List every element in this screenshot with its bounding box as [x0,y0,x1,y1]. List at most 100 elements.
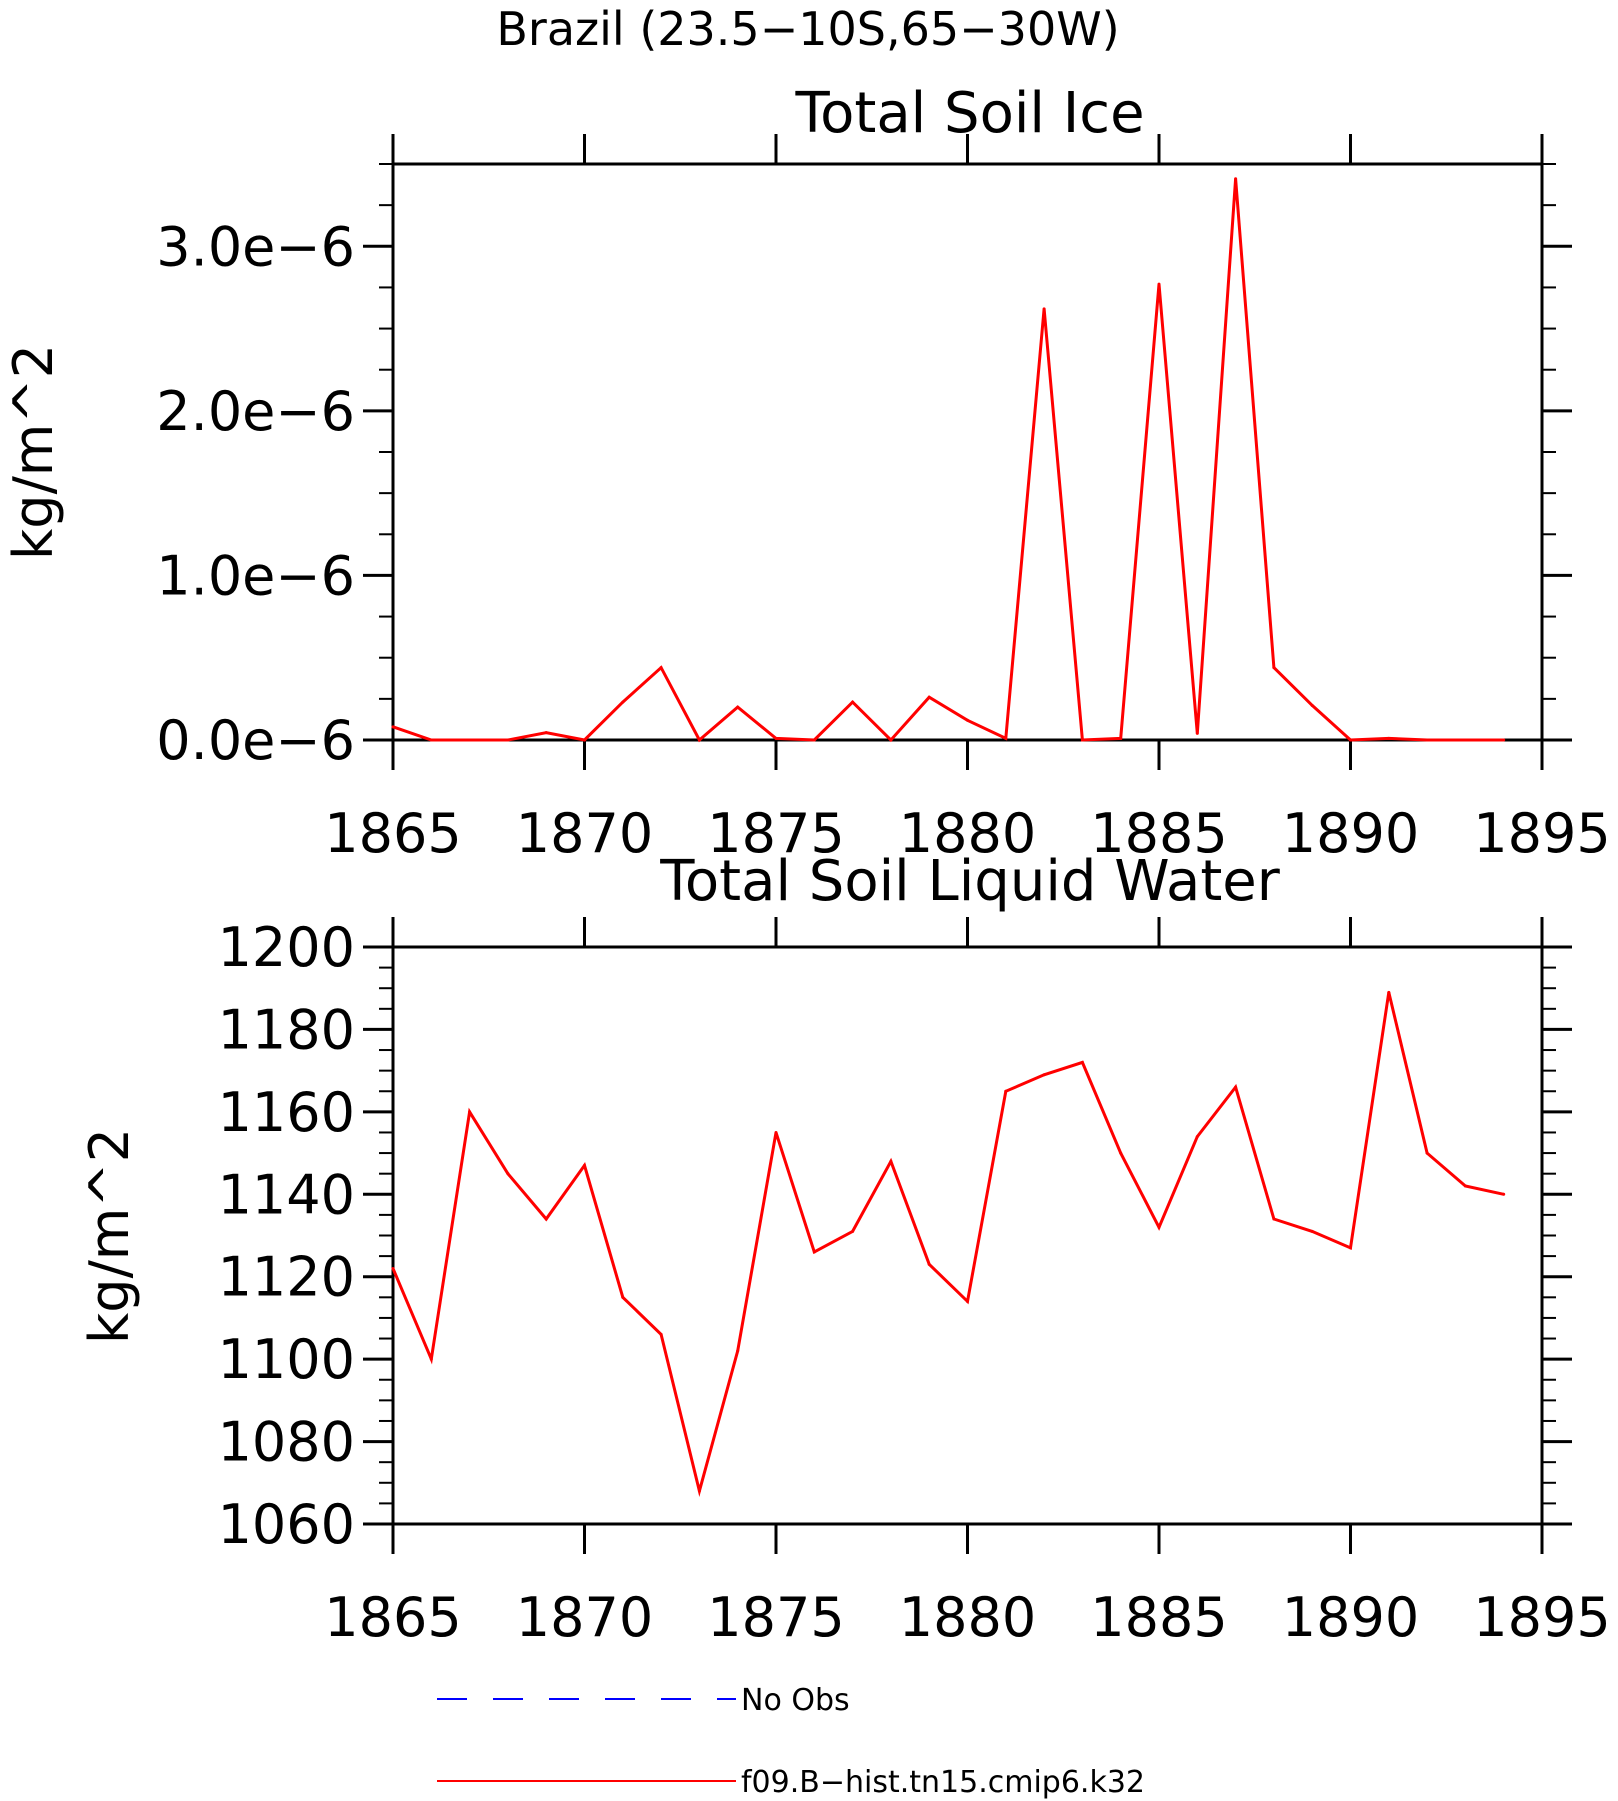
y-tick-label: 1180 [218,998,355,1061]
legend-label-no-obs: No Obs [741,1683,850,1718]
data-point [1157,282,1161,286]
series-line-model [392,178,1504,743]
data-point [1004,736,1008,740]
data-point [1042,307,1046,311]
data-point [583,738,586,742]
data-point [391,725,395,729]
data-point [1004,1089,1008,1093]
data-point [429,738,433,742]
data-point [659,666,663,670]
data-point [1119,736,1123,740]
data-point [1157,1225,1161,1229]
x-tick-label: 1890 [1282,1586,1419,1649]
legend: No Obs f09.B−hist.tn15.cmip6.k32 [437,1683,1145,1800]
x-tick-label: 1865 [324,1586,461,1649]
plot-frame [391,945,1544,1526]
data-point [1234,1085,1238,1089]
data-point [851,1229,855,1233]
data-point [1349,1246,1352,1250]
chart-panel-2: Total Soil Liquid Water kg/m^2 1865 1870 187… [78,849,1611,1649]
data-point [966,1299,969,1303]
y-tick-label: 1140 [218,1163,355,1226]
y-tick-label: 1200 [218,916,355,979]
data-point [1387,736,1391,740]
y-tick-label: 1100 [218,1328,355,1391]
plot-frame [391,162,1544,742]
x-tick-label: 1895 [1473,802,1610,865]
data-point [774,736,778,740]
y-tick-label: 0.0e−6 [156,709,355,772]
y-axis-label: kg/m^2 [78,1128,141,1344]
data-point [1080,738,1084,742]
x-tick-label: 1885 [1090,802,1227,865]
x-tick-label: 1880 [899,802,1036,865]
data-point [1349,738,1352,742]
data-point [544,731,548,735]
data-point [736,1349,740,1353]
x-tick-label: 1870 [516,802,653,865]
panel-title: Total Soil Ice [794,81,1144,146]
data-point [1502,1192,1506,1196]
panels: Total Soil Ice kg/m^2 1865 1870 1875 1880 1885… [2,81,1611,1649]
data-point [812,738,816,742]
data-point [621,700,625,704]
data-point [697,1489,701,1493]
y-tick-label: 1160 [218,1081,355,1144]
data-point [1272,666,1276,670]
data-point [1310,703,1314,707]
data-point [1195,731,1199,735]
data-point [1080,1060,1084,1064]
data-point [1272,1217,1276,1221]
data-point [966,718,969,722]
data-point [1463,738,1467,742]
data-point [506,738,510,742]
data-point [544,1217,548,1221]
x-tick-label: 1895 [1473,1586,1610,1649]
y-tick-label: 1080 [218,1411,355,1474]
data-point [1195,1135,1199,1139]
data-point [736,705,740,709]
x-tick-label: 1870 [516,1586,653,1649]
data-point [1425,738,1429,742]
data-point [1042,1073,1046,1077]
x-tick-label: 1890 [1282,802,1419,865]
y-tick-label: 2.0e−6 [156,380,355,443]
data-point [927,1262,931,1266]
data-point [774,1130,778,1134]
data-point [583,1163,586,1167]
x-tick-label: 1875 [707,1586,844,1649]
figure-title: Brazil (23.5−10S,65−30W) [496,2,1119,56]
legend-label-model: f09.B−hist.tn15.cmip6.k32 [741,1765,1145,1800]
data-point [391,1266,395,1270]
x-tick-label: 1865 [324,802,461,865]
chart-panel-1: Total Soil Ice kg/m^2 1865 1870 1875 1880 1885… [2,81,1611,865]
y-tick-label: 1060 [218,1493,355,1556]
data-point [468,738,472,742]
data-point [889,1159,893,1163]
data-point [468,1110,472,1114]
data-point [889,738,893,742]
data-point [1502,738,1506,742]
x-tick-label: 1875 [707,802,844,865]
data-point [1387,990,1391,994]
data-point [1310,1229,1314,1233]
data-point [1463,1184,1467,1188]
data-point [812,1250,816,1254]
data-point [697,738,701,742]
data-point [429,1357,433,1361]
data-point [927,695,931,699]
data-point [1234,177,1238,181]
series-line-model [391,991,1505,1497]
y-tick-label: 1.0e−6 [156,544,355,607]
y-axis-label: kg/m^2 [2,344,65,560]
data-point [851,700,855,704]
y-tick-label: 1120 [218,1246,355,1309]
x-tick-label: 1880 [899,1586,1036,1649]
data-point [506,1172,510,1176]
panel-title: Total Soil Liquid Water [659,849,1281,914]
data-point [1119,1151,1123,1155]
data-point [621,1295,625,1299]
data-point [1425,1151,1429,1155]
data-point [659,1332,663,1336]
